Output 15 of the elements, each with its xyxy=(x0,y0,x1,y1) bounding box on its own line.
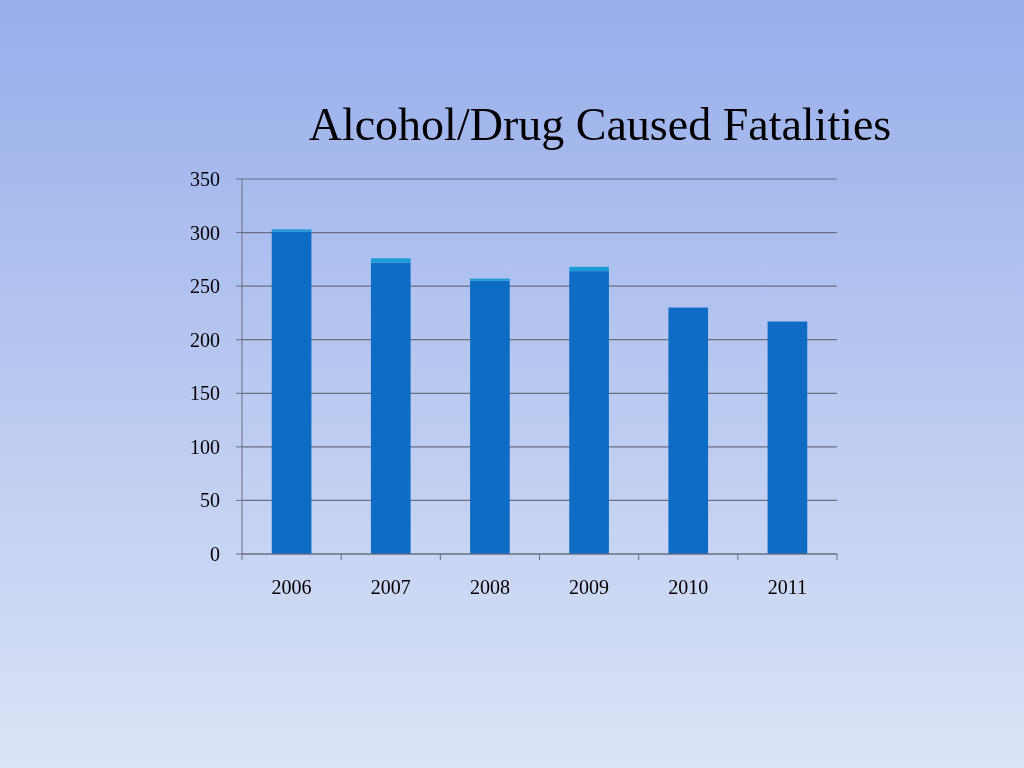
y-tick-label: 300 xyxy=(190,221,220,244)
y-tick-label: 150 xyxy=(190,382,220,405)
x-tick-label: 2007 xyxy=(370,576,411,598)
chart-title: Alcohol/Drug Caused Fatalities xyxy=(308,99,892,150)
y-tick-label: 250 xyxy=(190,275,220,298)
y-tick-label: 0 xyxy=(210,543,220,565)
y-tick-label: 350 xyxy=(190,168,220,190)
x-tick-label: 2011 xyxy=(767,576,808,598)
x-tick-label: 2008 xyxy=(469,576,510,598)
x-tick-label: 2010 xyxy=(668,576,709,598)
x-tick-label: 2006 xyxy=(271,576,312,598)
y-tick-label: 50 xyxy=(200,489,220,512)
y-tick-label: 200 xyxy=(190,328,220,351)
x-tick-label: 2009 xyxy=(569,576,610,598)
y-tick-label: 100 xyxy=(190,435,220,458)
